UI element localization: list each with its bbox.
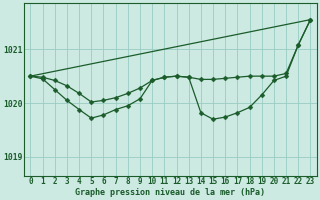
X-axis label: Graphe pression niveau de la mer (hPa): Graphe pression niveau de la mer (hPa) (76, 188, 266, 197)
